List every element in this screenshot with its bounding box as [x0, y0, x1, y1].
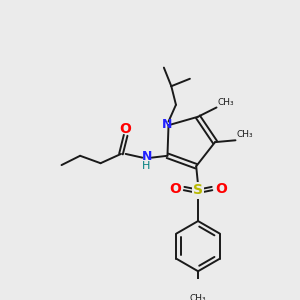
Text: CH₃: CH₃	[190, 293, 206, 300]
Text: H: H	[142, 161, 150, 171]
Text: CH₃: CH₃	[236, 130, 253, 140]
Text: O: O	[215, 182, 227, 196]
Text: CH₃: CH₃	[218, 98, 234, 106]
Text: N: N	[142, 150, 152, 163]
Text: N: N	[161, 118, 172, 131]
Text: O: O	[169, 182, 181, 196]
Text: O: O	[119, 122, 131, 136]
Text: S: S	[193, 183, 203, 197]
